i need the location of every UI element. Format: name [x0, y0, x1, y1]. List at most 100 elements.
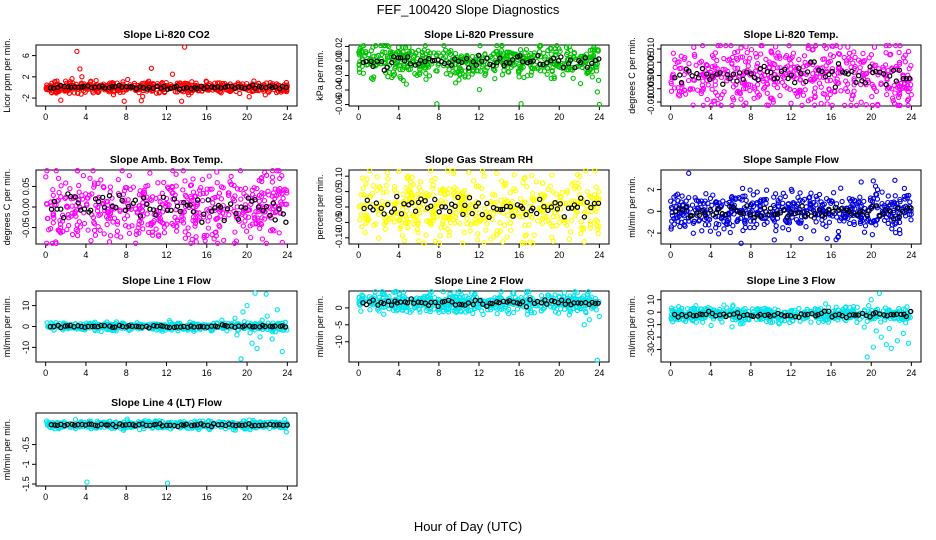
- data-point: [91, 227, 98, 234]
- data-point: [385, 73, 391, 80]
- data-point: [387, 49, 394, 55]
- data-point: [714, 57, 720, 64]
- data-point: [429, 177, 435, 184]
- data-point: [498, 289, 504, 295]
- data-point: [114, 218, 121, 225]
- data-point: [893, 42, 899, 49]
- data-point: [375, 52, 381, 59]
- reference-point: [853, 79, 859, 86]
- data-point: [747, 187, 753, 193]
- data-point: [529, 65, 536, 72]
- data-point: [709, 63, 716, 70]
- data-point: [692, 53, 698, 59]
- data-point: [494, 311, 500, 317]
- data-point: [476, 86, 483, 93]
- data-point: [470, 178, 477, 184]
- reference-point: [771, 75, 777, 82]
- data-point: [892, 90, 898, 96]
- data-point: [153, 90, 160, 96]
- data-point: [711, 55, 717, 61]
- data-point: [464, 60, 470, 67]
- data-point: [231, 182, 237, 189]
- data-point: [844, 60, 850, 66]
- reference-point: [47, 85, 54, 91]
- data-point: [441, 50, 447, 56]
- y-tick-label: 0: [334, 305, 344, 310]
- data-point: [818, 84, 824, 90]
- x-tick-label: 4: [83, 368, 88, 378]
- reference-point: [272, 84, 278, 90]
- y-tick-label: -2: [646, 229, 656, 237]
- x-tick-label: 4: [708, 368, 713, 378]
- data-point: [155, 180, 161, 186]
- data-point: [494, 42, 500, 49]
- data-point: [745, 63, 751, 69]
- data-point: [467, 228, 473, 234]
- reference-point: [470, 58, 476, 65]
- reference-point: [484, 55, 490, 62]
- data-point: [797, 190, 803, 196]
- data-point: [185, 231, 192, 238]
- data-point: [474, 237, 481, 243]
- x-tick-label: 16: [202, 368, 212, 378]
- data-point: [87, 175, 93, 181]
- data-point: [483, 68, 489, 74]
- y-axis-label: Licor ppm per min.: [2, 38, 12, 113]
- reference-point: [870, 69, 876, 76]
- data-point: [721, 226, 727, 232]
- data-point: [477, 42, 483, 49]
- data-point: [263, 240, 270, 246]
- outlier-point: [596, 101, 603, 108]
- data-point: [93, 202, 99, 209]
- data-point: [548, 75, 554, 82]
- reference-point: [389, 59, 395, 66]
- data-point: [200, 190, 207, 197]
- series-points: [356, 289, 603, 363]
- x-tick-label: 0: [43, 250, 48, 260]
- y-axis-label: degrees C per min.: [2, 169, 12, 246]
- data-point: [718, 74, 725, 81]
- data-point: [526, 222, 532, 228]
- data-point: [226, 212, 232, 218]
- reference-point: [589, 60, 595, 67]
- data-point: [206, 173, 212, 179]
- data-point: [771, 82, 777, 88]
- data-point: [211, 236, 217, 242]
- data-point: [679, 88, 685, 95]
- x-tick-label: 0: [668, 112, 673, 122]
- outlier-point: [169, 71, 176, 77]
- data-point: [174, 223, 180, 229]
- data-point: [92, 232, 99, 238]
- reference-point: [757, 65, 764, 72]
- data-point: [797, 77, 803, 83]
- reference-point: [567, 57, 574, 63]
- x-tick-label: 24: [906, 250, 916, 260]
- data-point: [549, 172, 555, 178]
- data-point: [511, 309, 517, 316]
- data-point: [464, 58, 470, 64]
- data-point: [50, 187, 56, 193]
- data-point: [753, 51, 759, 57]
- reference-point: [476, 52, 482, 59]
- data-point: [254, 185, 260, 192]
- data-point: [58, 183, 64, 189]
- data-point: [484, 60, 491, 67]
- data-point: [406, 44, 412, 51]
- data-point: [738, 96, 744, 102]
- data-point: [869, 93, 875, 100]
- data-point: [813, 219, 819, 225]
- x-tick-label: 0: [356, 250, 361, 260]
- data-point: [672, 64, 678, 71]
- outlier-point: [121, 98, 127, 104]
- data-point: [149, 229, 155, 235]
- reference-point: [448, 62, 455, 68]
- outlier-point: [371, 74, 377, 80]
- data-point: [548, 51, 554, 57]
- data-point: [743, 197, 749, 204]
- reference-point: [720, 81, 726, 87]
- data-point: [204, 186, 210, 192]
- x-tick-label: 4: [708, 250, 713, 260]
- data-point: [816, 191, 823, 198]
